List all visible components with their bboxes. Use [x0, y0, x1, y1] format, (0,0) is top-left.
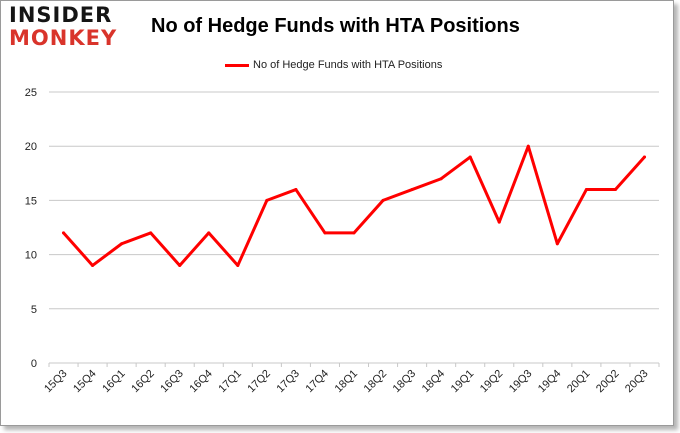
x-tick-label: 19Q4 — [536, 368, 564, 396]
x-tick-label: 20Q1 — [565, 368, 593, 396]
data-point — [642, 155, 646, 159]
data-point — [120, 242, 124, 246]
x-tick-label: 18Q2 — [362, 368, 390, 396]
y-tick-label: 25 — [25, 87, 37, 99]
x-tick-label: 18Q4 — [420, 368, 448, 396]
x-tick-label: 19Q3 — [507, 368, 535, 396]
data-point — [381, 198, 385, 202]
data-point — [526, 144, 530, 148]
data-point — [294, 188, 298, 192]
x-tick-label: 19Q2 — [478, 368, 506, 396]
insider-monkey-logo: INSIDER MONKEY — [9, 5, 129, 49]
data-point — [439, 177, 443, 181]
data-point — [265, 198, 269, 202]
x-tick-label: 20Q3 — [623, 368, 651, 396]
y-tick-label: 5 — [31, 304, 37, 316]
x-tick-label: 16Q4 — [187, 368, 215, 396]
x-tick-label: 17Q4 — [304, 368, 332, 396]
chart-title: No of Hedge Funds with HTA Positions — [151, 15, 520, 37]
y-tick-label: 20 — [25, 141, 37, 153]
chart-legend: No of Hedge Funds with HTA Positions — [225, 57, 442, 73]
data-point — [584, 188, 588, 192]
y-tick-label: 10 — [25, 250, 37, 262]
data-point — [468, 155, 472, 159]
x-tick-label: 17Q3 — [275, 368, 303, 396]
x-tick-label: 16Q2 — [129, 368, 157, 396]
data-point — [62, 231, 66, 235]
data-point — [410, 188, 414, 192]
x-tick-label: 16Q3 — [158, 368, 186, 396]
x-tick-label: 20Q2 — [594, 368, 622, 396]
y-tick-label: 0 — [31, 358, 37, 370]
data-point — [497, 220, 501, 224]
data-point — [352, 231, 356, 235]
data-point — [207, 231, 211, 235]
data-point — [613, 188, 617, 192]
x-tick-label: 17Q2 — [245, 368, 273, 396]
data-point — [555, 242, 559, 246]
logo-line-1: INSIDER — [9, 3, 113, 27]
data-point — [323, 231, 327, 235]
series-line — [62, 144, 646, 267]
data-point — [236, 263, 240, 267]
x-tick-label: 15Q4 — [71, 368, 99, 396]
data-point — [91, 263, 95, 267]
x-tick-label: 15Q3 — [42, 368, 70, 396]
legend-label: No of Hedge Funds with HTA Positions — [253, 59, 443, 71]
logo-line-2: MONKEY — [9, 26, 118, 50]
x-tick-label: 19Q1 — [449, 368, 477, 396]
x-tick-label: 18Q1 — [333, 368, 361, 396]
y-tick-label: 15 — [25, 195, 37, 207]
data-point — [149, 231, 153, 235]
x-tick-label: 17Q1 — [216, 368, 244, 396]
x-tick-label: 18Q3 — [391, 368, 419, 396]
x-tick-label: 16Q1 — [100, 368, 128, 396]
legend-swatch — [225, 63, 249, 67]
chart-frame: INSIDER MONKEY No of Hedge Funds with HT… — [0, 0, 674, 426]
data-point — [178, 263, 182, 267]
